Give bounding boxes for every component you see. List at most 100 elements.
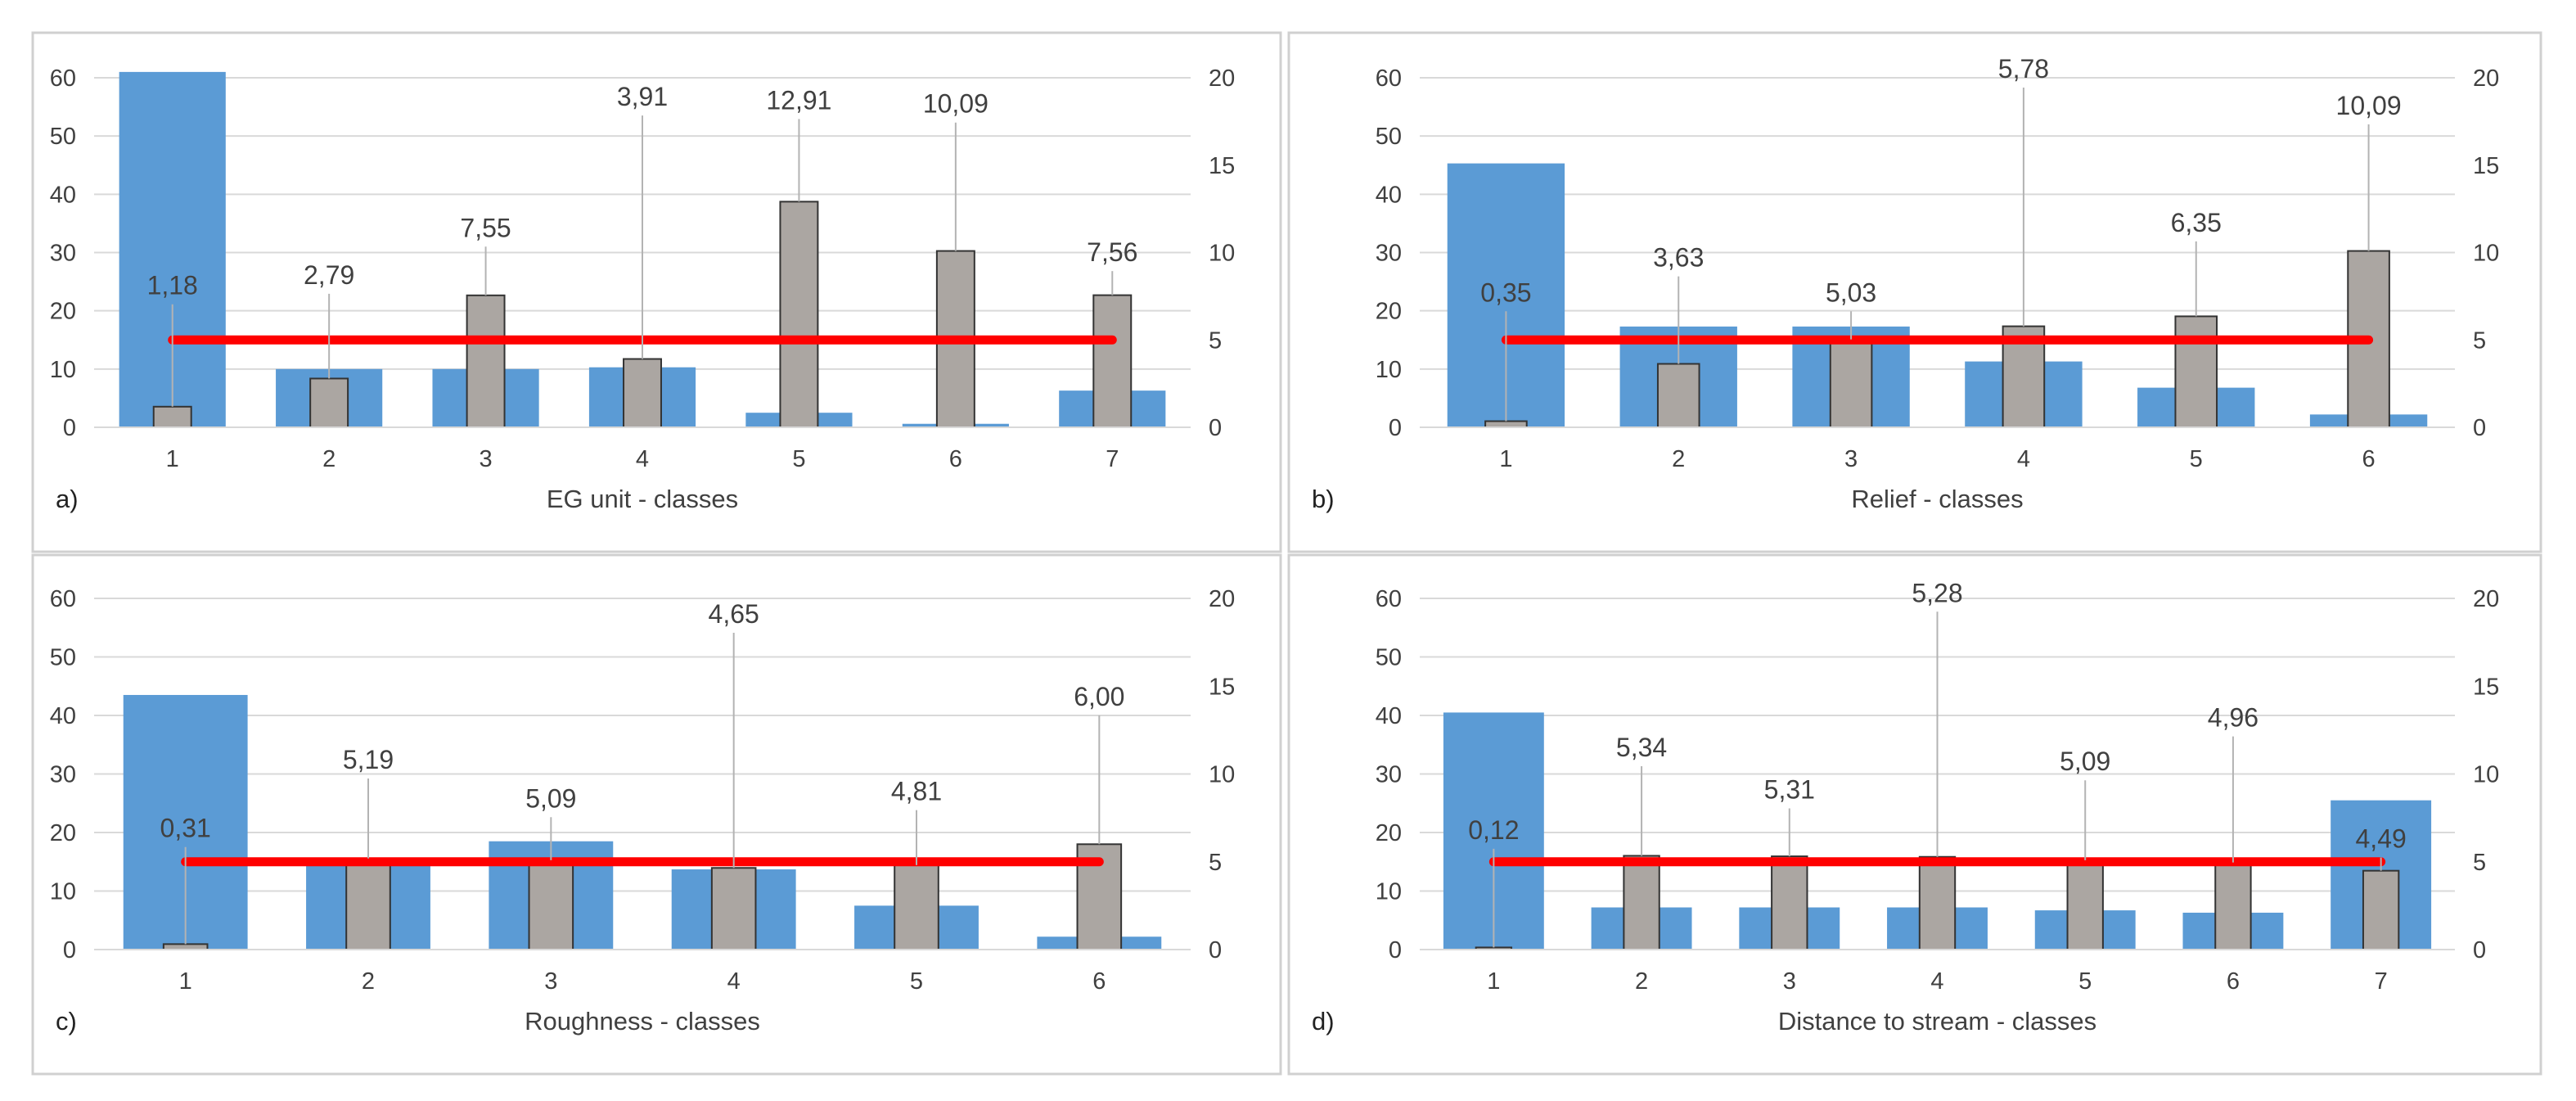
x-axis-tick-label: 6 [2362, 446, 2376, 472]
left-axis-tick-label: 0 [1389, 415, 1402, 441]
x-axis-tick-label: 2 [322, 446, 336, 472]
data-label: 10,09 [2336, 91, 2402, 120]
ratio-bar [623, 358, 662, 429]
right-axis-tick-label: 20 [1209, 586, 1235, 612]
data-label: 1,18 [147, 271, 198, 300]
x-axis-title: Relief - classes [1851, 485, 2023, 513]
right-axis-tick-label: 15 [1209, 674, 1235, 700]
data-label: 5,09 [525, 783, 576, 813]
x-axis-tick-label: 6 [1092, 968, 1106, 995]
data-label: 5,19 [343, 745, 394, 774]
x-axis-title: Roughness - classes [525, 1007, 760, 1036]
ratio-bar [1771, 855, 1808, 950]
panel-label: b) [1312, 485, 1335, 513]
x-axis-tick-label: 2 [1672, 446, 1685, 472]
data-label: 4,81 [891, 777, 942, 806]
left-axis-tick-label: 20 [1376, 820, 1402, 846]
data-label: 5,34 [1616, 733, 1667, 762]
x-axis-tick-label: 3 [544, 968, 557, 995]
x-axis-tick-label: 1 [179, 968, 192, 995]
panel-label: c) [56, 1007, 77, 1036]
ratio-bar [2174, 315, 2218, 428]
left-axis-tick-label: 0 [1389, 937, 1402, 963]
x-axis-tick-label: 4 [2017, 446, 2030, 472]
left-axis-tick-label: 20 [50, 299, 76, 325]
x-axis-title: Distance to stream - classes [1778, 1007, 2096, 1036]
right-axis-tick-label: 15 [2473, 153, 2499, 179]
right-axis-tick-label: 15 [1209, 153, 1235, 179]
ratio-bar [894, 864, 939, 950]
data-label: 5,31 [1764, 775, 1815, 805]
left-axis-tick-label: 50 [50, 645, 76, 671]
left-axis-tick-label: 60 [50, 65, 76, 92]
left-axis-tick-label: 10 [1376, 879, 1402, 905]
ratio-bar [1623, 855, 1660, 951]
right-axis-tick-label: 20 [1209, 65, 1235, 92]
data-label: 0,12 [1468, 815, 1519, 845]
x-axis-tick-label: 5 [2078, 968, 2092, 995]
left-axis-tick-label: 60 [50, 586, 76, 612]
x-axis-tick-label: 6 [949, 446, 962, 472]
right-axis-tick-label: 5 [1209, 850, 1222, 876]
data-label: 2,79 [304, 260, 354, 290]
left-axis-tick-label: 30 [1376, 762, 1402, 788]
chart-panel-4: 0102030405060051015200,125,345,315,285,0… [1287, 553, 2542, 1076]
ratio-bar [309, 377, 349, 429]
right-axis-tick-label: 10 [1209, 762, 1235, 788]
x-axis-tick-label: 7 [1106, 446, 1119, 472]
ratio-bar [2066, 859, 2104, 950]
x-axis-tick-label: 5 [792, 446, 805, 472]
x-axis-tick-label: 1 [1499, 446, 1512, 472]
left-axis-tick-label: 50 [50, 124, 76, 150]
left-axis-tick-label: 20 [50, 820, 76, 846]
left-axis-tick-label: 0 [63, 415, 76, 441]
ratio-bar [345, 857, 391, 951]
ratio-bar [1918, 855, 1957, 951]
left-axis-tick-label: 0 [63, 937, 76, 963]
right-axis-tick-label: 10 [2473, 241, 2499, 267]
data-label: 4,65 [709, 599, 759, 629]
right-axis-tick-label: 15 [2473, 674, 2499, 700]
data-label: 5,28 [1912, 578, 1962, 607]
ratio-bar [710, 867, 757, 950]
left-axis-tick-label: 30 [1376, 241, 1402, 267]
panel-label: a) [56, 485, 79, 513]
data-label: 10,09 [923, 89, 989, 119]
x-axis-tick-label: 6 [2227, 968, 2240, 995]
right-axis-tick-label: 0 [2473, 937, 2486, 963]
x-axis-title: EG unit - classes [547, 485, 738, 513]
left-axis-tick-label: 30 [50, 762, 76, 788]
chart-panel-2: 0102030405060051015200,353,635,035,786,3… [1287, 31, 2542, 553]
data-label: 7,56 [1087, 237, 1137, 267]
data-label: 5,03 [1826, 278, 1876, 307]
x-axis-tick-label: 4 [636, 446, 649, 472]
data-label: 3,63 [1653, 243, 1704, 273]
x-axis-tick-label: 1 [166, 446, 179, 472]
x-axis-tick-label: 5 [910, 968, 923, 995]
ratio-bar [2362, 869, 2400, 950]
data-label: 5,09 [2060, 747, 2110, 776]
right-axis-tick-label: 5 [2473, 327, 2486, 354]
left-axis-tick-label: 40 [50, 182, 76, 208]
panel-label: d) [1312, 1007, 1335, 1036]
data-label: 0,31 [160, 814, 211, 843]
panel-border [31, 31, 1282, 553]
left-axis-tick-label: 40 [50, 703, 76, 729]
right-axis-tick-label: 20 [2473, 586, 2499, 612]
data-label: 5,78 [1998, 54, 2049, 83]
ratio-bar [466, 294, 506, 428]
data-label: 4,49 [2356, 824, 2407, 854]
ratio-bar [1829, 338, 1873, 428]
x-axis-tick-label: 4 [727, 968, 741, 995]
left-axis-tick-label: 50 [1376, 645, 1402, 671]
left-axis-tick-label: 40 [1376, 182, 1402, 208]
x-axis-tick-label: 2 [362, 968, 375, 995]
data-label: 6,35 [2171, 208, 2222, 237]
right-axis-tick-label: 0 [1209, 415, 1222, 441]
ratio-bar [2214, 861, 2252, 951]
x-axis-tick-label: 3 [1783, 968, 1796, 995]
left-axis-tick-label: 60 [1376, 65, 1402, 92]
left-axis-tick-label: 20 [1376, 299, 1402, 325]
